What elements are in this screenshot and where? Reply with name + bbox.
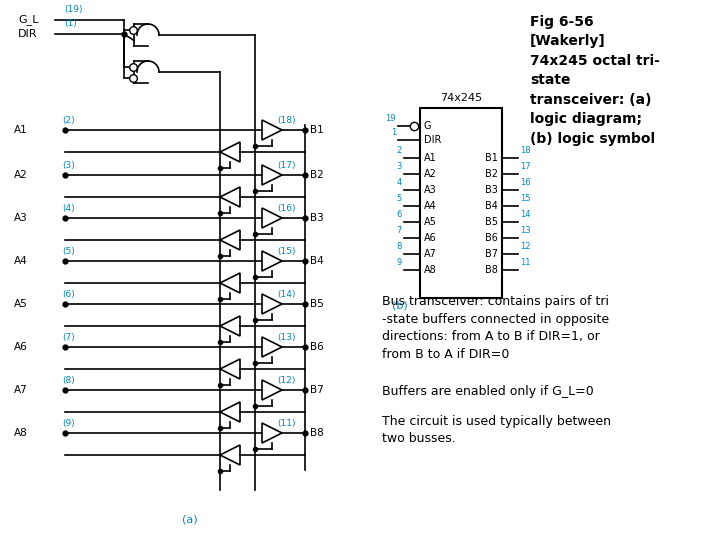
Text: (2): (2)	[62, 116, 75, 125]
Text: 5: 5	[397, 194, 402, 203]
Text: 74x245: 74x245	[440, 93, 482, 103]
Text: (12): (12)	[277, 376, 295, 385]
Text: B8: B8	[310, 428, 324, 438]
Text: 15: 15	[520, 194, 531, 203]
Text: 16: 16	[520, 178, 531, 187]
Text: B6: B6	[485, 233, 498, 243]
Text: (5): (5)	[62, 247, 75, 256]
Text: (13): (13)	[277, 333, 295, 342]
Text: A5: A5	[424, 217, 437, 227]
Text: Buffers are enabled only if G_L=0: Buffers are enabled only if G_L=0	[382, 385, 594, 398]
Text: B2: B2	[310, 170, 324, 180]
Text: A6: A6	[14, 342, 28, 352]
Text: B6: B6	[310, 342, 324, 352]
Text: B1: B1	[310, 125, 324, 135]
Text: (16): (16)	[277, 204, 295, 213]
Text: (11): (11)	[277, 419, 295, 428]
Text: 7: 7	[397, 226, 402, 235]
Text: A7: A7	[424, 249, 437, 259]
Text: (1): (1)	[64, 19, 77, 28]
Text: A6: A6	[424, 233, 437, 243]
Text: A1: A1	[14, 125, 28, 135]
Text: DIR: DIR	[424, 135, 441, 145]
Text: Fig 6-56
[Wakerly]
74x245 octal tri-
state
transceiver: (a)
logic diagram;
(b) l: Fig 6-56 [Wakerly] 74x245 octal tri- sta…	[530, 15, 660, 146]
Text: 14: 14	[520, 210, 531, 219]
Text: 6: 6	[397, 210, 402, 219]
Text: 13: 13	[520, 226, 531, 235]
Text: 11: 11	[520, 258, 531, 267]
Text: 17: 17	[520, 162, 531, 171]
Text: A2: A2	[424, 169, 437, 179]
Text: A4: A4	[14, 256, 28, 266]
Text: Bus transceiver: contains pairs of tri
-state buffers connected in opposite
dire: Bus transceiver: contains pairs of tri -…	[382, 295, 609, 361]
Text: (6): (6)	[62, 290, 75, 299]
Text: B5: B5	[485, 217, 498, 227]
Text: (9): (9)	[62, 419, 75, 428]
Text: B2: B2	[485, 169, 498, 179]
Text: B4: B4	[310, 256, 324, 266]
Text: (14): (14)	[277, 290, 295, 299]
Text: (8): (8)	[62, 376, 75, 385]
Text: G_L: G_L	[18, 15, 38, 25]
Text: B1: B1	[485, 153, 498, 163]
Text: 2: 2	[397, 146, 402, 155]
Text: 19: 19	[385, 114, 396, 123]
Text: 3: 3	[397, 162, 402, 171]
Text: A4: A4	[424, 201, 437, 211]
Text: B8: B8	[485, 265, 498, 275]
Bar	[420, 108, 502, 298]
Text: (15): (15)	[277, 247, 295, 256]
Text: 12: 12	[520, 242, 531, 251]
Text: A8: A8	[14, 428, 28, 438]
Text: (17): (17)	[277, 161, 295, 170]
Text: A2: A2	[14, 170, 28, 180]
Text: G: G	[424, 121, 431, 131]
Text: The circuit is used typically between
two busses.: The circuit is used typically between tw…	[382, 415, 611, 445]
Text: 4: 4	[397, 178, 402, 187]
Text: 8: 8	[397, 242, 402, 251]
Text: 9: 9	[397, 258, 402, 267]
Text: A3: A3	[424, 185, 437, 195]
Text: 1: 1	[391, 128, 396, 137]
Text: B4: B4	[485, 201, 498, 211]
Text: B5: B5	[310, 299, 324, 309]
Text: (7): (7)	[62, 333, 75, 342]
Text: DIR: DIR	[18, 29, 37, 39]
Text: B3: B3	[310, 213, 324, 223]
Text: A3: A3	[14, 213, 28, 223]
Text: (19): (19)	[64, 5, 83, 14]
Text: (4): (4)	[62, 204, 75, 213]
Text: (b): (b)	[392, 300, 408, 310]
Text: (3): (3)	[62, 161, 75, 170]
Text: 18: 18	[520, 146, 531, 155]
Text: B3: B3	[485, 185, 498, 195]
Text: (a): (a)	[182, 515, 197, 525]
Text: A7: A7	[14, 385, 28, 395]
Text: A8: A8	[424, 265, 437, 275]
Text: A5: A5	[14, 299, 28, 309]
Text: B7: B7	[310, 385, 324, 395]
Text: B7: B7	[485, 249, 498, 259]
Text: A1: A1	[424, 153, 437, 163]
Text: (18): (18)	[277, 116, 295, 125]
